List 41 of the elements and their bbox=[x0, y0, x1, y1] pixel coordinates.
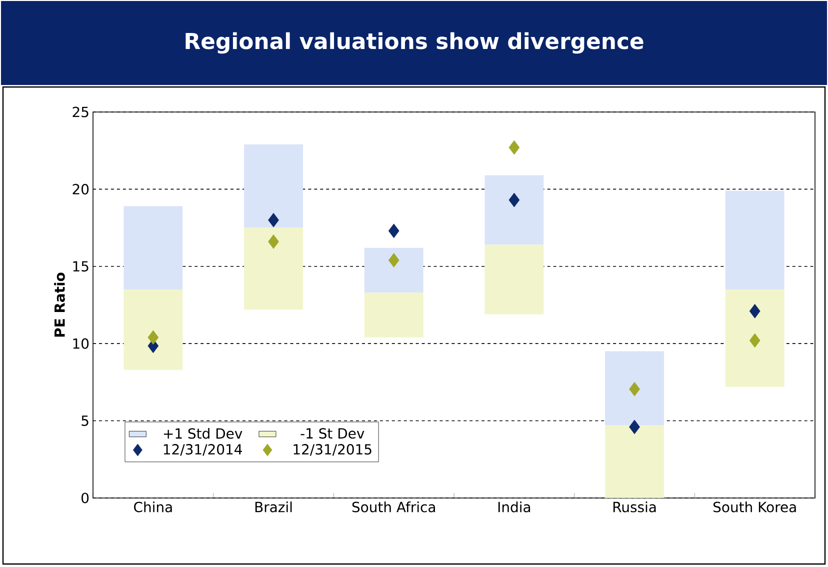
chart-title: Regional valuations show divergence bbox=[186, 32, 644, 54]
y-tick-label: 20 bbox=[72, 184, 89, 194]
legend-label: 12/31/2014 bbox=[164, 444, 242, 456]
point bbox=[749, 333, 760, 348]
x-tick-label: Brazil bbox=[255, 502, 292, 512]
y-tick-label: 0 bbox=[82, 492, 89, 504]
bar bbox=[605, 351, 664, 426]
bar bbox=[484, 244, 544, 314]
y-axis-title: PE Ratio bbox=[54, 272, 65, 337]
point bbox=[629, 420, 640, 434]
point bbox=[148, 330, 159, 345]
point bbox=[268, 234, 279, 249]
y-tick-label: 10 bbox=[73, 338, 89, 349]
legend-label: 12/31/2015 bbox=[294, 444, 372, 456]
bar bbox=[244, 228, 303, 310]
point bbox=[508, 140, 520, 155]
y-tick-label: 25 bbox=[72, 106, 88, 118]
x-tick-label: China bbox=[134, 502, 172, 512]
y-tick-label: 5 bbox=[82, 416, 88, 426]
y-tick-label: 15 bbox=[73, 261, 88, 272]
point bbox=[268, 212, 279, 228]
x-tick-label: India bbox=[498, 502, 530, 512]
bar bbox=[364, 248, 424, 293]
bar bbox=[484, 175, 544, 245]
bar bbox=[364, 292, 424, 338]
legend-label: +1 Std Dev bbox=[164, 428, 242, 439]
bar bbox=[725, 190, 784, 290]
bar bbox=[244, 144, 303, 228]
bar bbox=[124, 290, 183, 370]
point bbox=[749, 304, 760, 318]
point bbox=[388, 224, 400, 238]
bar bbox=[124, 206, 183, 290]
legend-label: -1 St Dev bbox=[300, 428, 364, 439]
x-tick-label: South Korea bbox=[714, 502, 796, 512]
point bbox=[629, 382, 640, 396]
x-tick-label: South Africa bbox=[352, 502, 435, 512]
bar bbox=[725, 290, 784, 387]
bar bbox=[605, 425, 664, 498]
point bbox=[388, 253, 400, 268]
point bbox=[508, 192, 520, 208]
x-tick-label: Russia bbox=[613, 502, 656, 512]
